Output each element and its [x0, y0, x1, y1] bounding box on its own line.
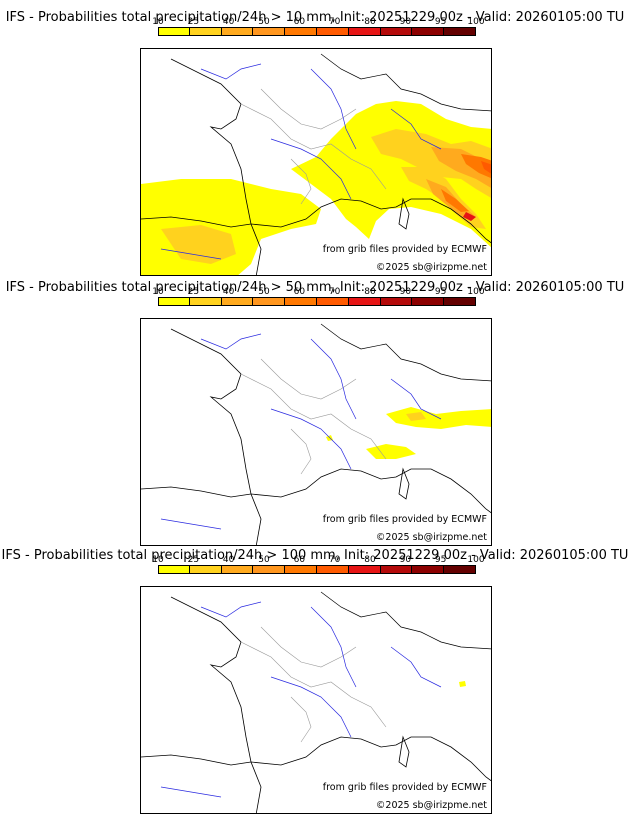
colorbar — [158, 297, 476, 307]
colorbar-label: 10 — [152, 555, 164, 565]
colorbar-label: 80 — [364, 17, 376, 27]
precip-field — [326, 407, 491, 459]
colorbar-label: 90 — [399, 287, 412, 297]
colorbar-label: 100 — [467, 555, 485, 565]
colorbar-swatch — [285, 27, 317, 36]
map-lines — [141, 53, 491, 275]
map-lines — [141, 323, 491, 545]
precip-field — [459, 681, 466, 687]
colorbar-swatch — [348, 27, 381, 36]
colorbar-label: 10 — [152, 287, 164, 297]
colorbar-label: 70 — [328, 287, 341, 297]
map-svg — [141, 323, 491, 545]
colorbar-label: 25 — [187, 287, 200, 297]
colorbar-label: 40 — [222, 17, 235, 27]
colorbar-label: 95 — [434, 287, 447, 297]
colorbar-label: 60 — [293, 17, 306, 27]
map-10mm: from grib files provided by ECMWF ©2025 … — [140, 48, 492, 276]
colorbar-label: 50 — [258, 287, 270, 297]
colorbar-swatch — [189, 27, 222, 36]
colorbar-label: 10 — [152, 17, 164, 27]
map-svg — [141, 591, 491, 813]
colorbar-swatch — [189, 565, 222, 574]
colorbar-swatch — [158, 27, 190, 36]
colorbar-swatch — [412, 565, 445, 574]
colorbar-frame — [158, 297, 476, 306]
credit-copyright: ©2025 sb@irizpme.net — [375, 532, 487, 543]
colorbar-swatch — [253, 565, 286, 574]
colorbar-swatch — [412, 27, 445, 36]
colorbar-swatch — [348, 565, 381, 574]
colorbar-swatch — [158, 565, 190, 574]
colorbar-label: 95 — [434, 17, 447, 27]
colorbar-frame — [158, 565, 476, 574]
colorbar-swatch — [189, 297, 222, 306]
credit-copyright: ©2025 sb@irizpme.net — [375, 262, 487, 273]
colorbar-label: 25 — [187, 17, 200, 27]
colorbar-label: 80 — [364, 555, 376, 565]
colorbar-swatch — [285, 297, 317, 306]
colorbar-swatch — [221, 297, 254, 306]
colorbar — [158, 565, 476, 575]
credit-source: from grib files provided by ECMWF — [322, 782, 487, 793]
credit-source: from grib files provided by ECMWF — [322, 514, 487, 525]
colorbar-label: 70 — [328, 555, 341, 565]
colorbar-label: 50 — [258, 555, 270, 565]
colorbar-swatch — [380, 297, 413, 306]
panel-10mm: IFS - Probabilities total precipitation/… — [0, 0, 630, 276]
colorbar-swatch — [317, 565, 349, 574]
map-svg — [141, 53, 491, 275]
colorbar-swatch — [348, 297, 381, 306]
colorbar — [158, 27, 476, 37]
colorbar-swatch — [380, 565, 413, 574]
panel-title: IFS - Probabilities total precipitation/… — [5, 10, 625, 25]
panel-title: IFS - Probabilities total precipitation/… — [1, 548, 629, 563]
colorbar-swatch — [253, 297, 286, 306]
colorbar-swatch — [221, 565, 254, 574]
colorbar-label: 90 — [399, 555, 412, 565]
colorbar-label: 40 — [222, 287, 235, 297]
colorbar-frame — [158, 27, 476, 36]
panel-50mm: IFS - Probabilities total precipitation/… — [0, 270, 630, 546]
colorbar-label: 90 — [399, 17, 412, 27]
colorbar-label: 100 — [467, 17, 485, 27]
map-100mm: from grib files provided by ECMWF ©2025 … — [140, 586, 492, 814]
colorbar-swatch — [253, 27, 286, 36]
colorbar-label: 80 — [364, 287, 376, 297]
colorbar-swatch — [412, 297, 445, 306]
colorbar-swatch — [317, 27, 349, 36]
colorbar-swatch — [158, 297, 190, 306]
colorbar-label: 25 — [187, 555, 200, 565]
colorbar-swatch — [380, 27, 413, 36]
colorbar-label: 50 — [258, 17, 270, 27]
colorbar-swatch — [221, 27, 254, 36]
colorbar-swatch — [317, 297, 349, 306]
panel-title: IFS - Probabilities total precipitation/… — [5, 280, 625, 295]
colorbar-label: 60 — [293, 555, 306, 565]
colorbar-label: 60 — [293, 287, 306, 297]
colorbar-label: 40 — [222, 555, 235, 565]
colorbar-label: 70 — [328, 17, 341, 27]
colorbar-label: 95 — [434, 555, 447, 565]
map-lines — [141, 591, 491, 813]
colorbar-swatch — [285, 565, 317, 574]
panel-100mm: IFS - Probabilities total precipitation/… — [0, 538, 630, 814]
map-50mm: from grib files provided by ECMWF ©2025 … — [140, 318, 492, 546]
credit-copyright: ©2025 sb@irizpme.net — [375, 800, 487, 811]
credit-source: from grib files provided by ECMWF — [322, 244, 487, 255]
colorbar-label: 100 — [467, 287, 485, 297]
